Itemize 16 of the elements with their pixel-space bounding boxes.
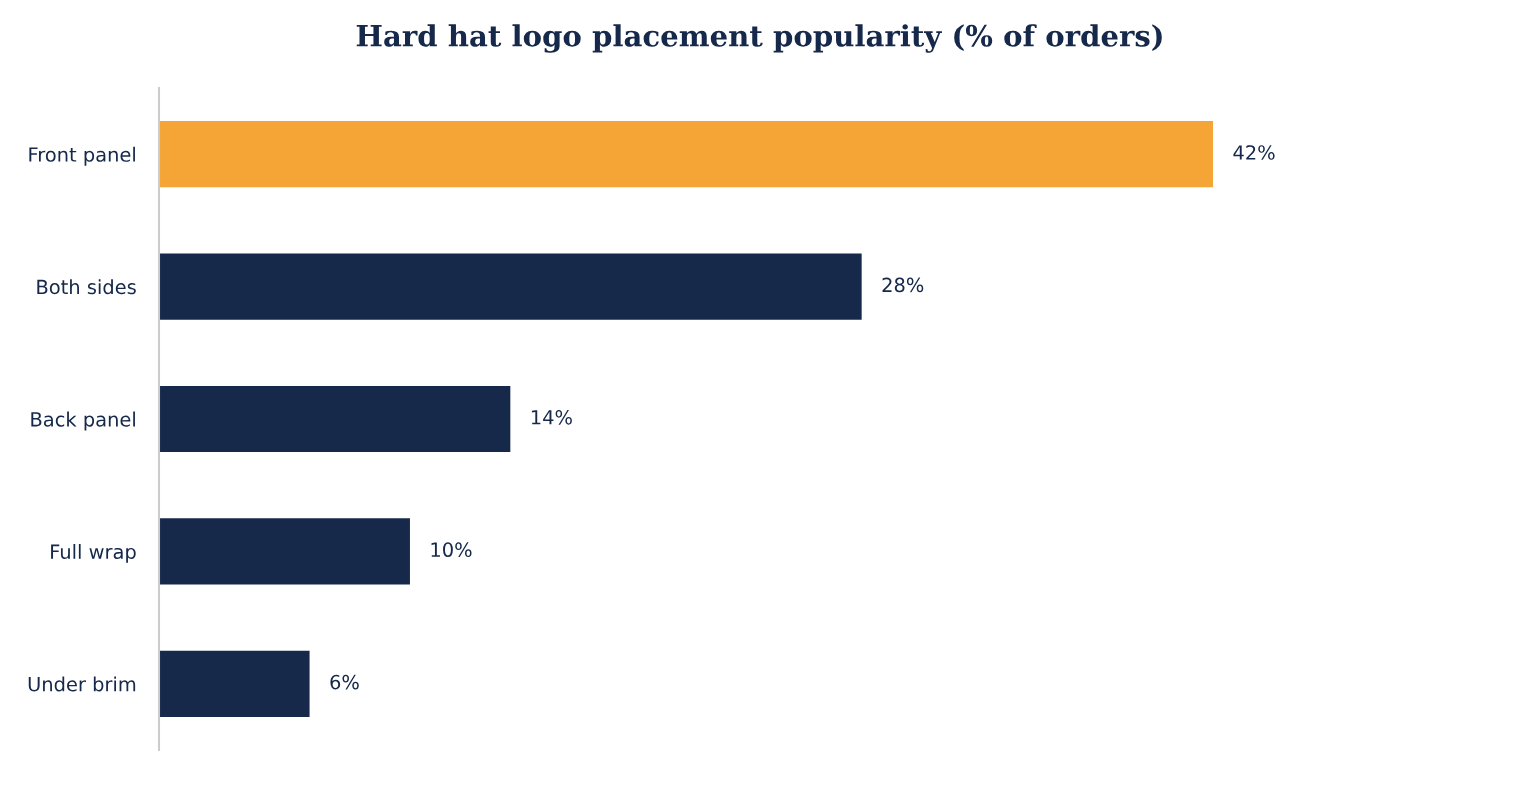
chart-title: Hard hat logo placement popularity (% of orders) bbox=[356, 24, 1162, 53]
data-label: 6% bbox=[330, 674, 359, 690]
bar bbox=[159, 650, 310, 717]
y-tick-label: Both sides bbox=[37, 279, 136, 295]
bar bbox=[159, 253, 862, 320]
y-tick-label: Front panel bbox=[29, 146, 135, 166]
bar bbox=[159, 121, 1213, 188]
data-label: 28% bbox=[882, 277, 924, 293]
data-label: 42% bbox=[1233, 145, 1275, 160]
y-tick-label: Back panel bbox=[31, 411, 135, 431]
bar bbox=[159, 518, 410, 585]
y-tick-label: Under brim bbox=[28, 676, 136, 692]
data-label: 10% bbox=[431, 542, 472, 558]
data-label: 14% bbox=[531, 409, 572, 425]
bar bbox=[159, 385, 511, 453]
y-tick-label: Full wrap bbox=[51, 544, 136, 563]
